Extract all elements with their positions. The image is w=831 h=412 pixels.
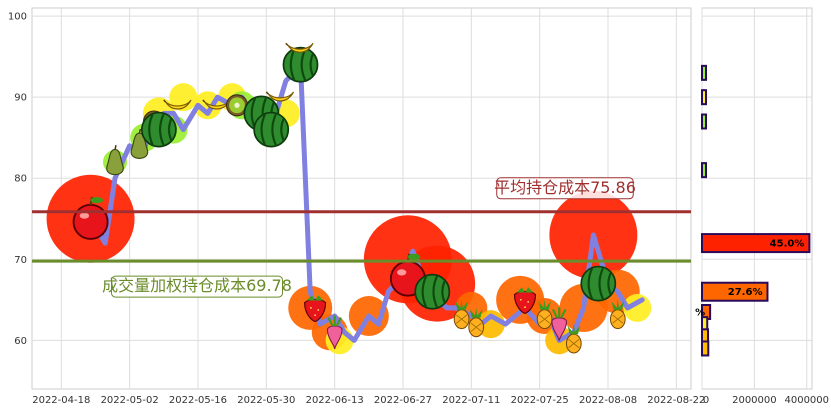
x-tick-label: 2022-06-13 (306, 395, 364, 406)
volume-bar-label: % (695, 307, 705, 318)
x-tick-label: 2022-07-11 (442, 395, 500, 406)
cost-label: 成交量加权持仓成本69.78 (102, 276, 292, 295)
x-tick-label: 2022-06-27 (374, 395, 432, 406)
volume-distribution-panel: 45.0% 27.6%% 0 2000000 4000000 (695, 7, 829, 406)
cost-line-layer: 平均持仓成本75.86 成交量加权持仓成本69.78 (32, 177, 691, 298)
watermelon-icon (282, 46, 319, 83)
watermelon-icon (140, 111, 178, 148)
cost-label-box (111, 275, 283, 298)
volume-bar-label: 45.0% (770, 239, 805, 250)
pineapple-icon (453, 298, 470, 330)
x-tick-label: 2022-04-18 (32, 395, 90, 406)
volume-bar (701, 89, 707, 106)
volume-bar (701, 281, 769, 302)
watermelon-icon (414, 273, 451, 310)
x-tick-labels: 2022-04-18 2022-05-02 2022-05-16 2022-05-30… (32, 395, 705, 406)
volume-plot-background (701, 7, 813, 390)
pineapple-icon (536, 298, 553, 330)
x-tick-label: 2022-05-30 (237, 395, 295, 406)
y-tick-label: 80 (14, 174, 27, 185)
x-tick-label: 2022-05-02 (101, 395, 159, 406)
x-tick-label: 2022-05-16 (169, 395, 227, 406)
volume-x-tick-label: 0 (703, 395, 709, 406)
volume-bar-label: 27.6% (728, 287, 763, 298)
volume-bars: 45.0% 27.6%% (695, 64, 811, 357)
x-tick-label: 2022-08-08 (579, 395, 637, 406)
x-tick-label: 2022-08-22 (647, 395, 705, 406)
main-content: 平均持仓成本75.86 成交量加权持仓成本69.78 (32, 42, 691, 355)
cost-label-box (496, 177, 634, 200)
y-tick-label: 70 (14, 255, 27, 266)
volume-x-tick-labels: 0 2000000 4000000 (703, 395, 829, 406)
pineapple-icon (468, 306, 485, 338)
main-plot: 平均持仓成本75.86 成交量加权持仓成本69.78 60 70 80 90 100 20… (8, 7, 705, 406)
volume-bar (701, 162, 707, 179)
y-tick-label: 60 (14, 336, 27, 347)
volume-bar (701, 64, 707, 81)
watermelon-icon (580, 265, 617, 302)
watermelon-icon (253, 111, 290, 148)
y-tick-labels: 60 70 80 90 100 (8, 12, 27, 347)
volume-x-tick-label: 4000000 (784, 395, 829, 406)
y-tick-label: 100 (8, 12, 27, 23)
volume-bar (701, 340, 710, 357)
cost-label: 平均持仓成本75.86 (494, 178, 636, 197)
pineapple-icon (609, 298, 626, 330)
volume-bar (701, 113, 707, 130)
y-tick-label: 90 (14, 93, 27, 104)
volume-x-tick-label: 2000000 (732, 395, 777, 406)
pineapple-icon (565, 323, 582, 354)
x-tick-label: 2022-07-25 (511, 395, 569, 406)
volume-bar (701, 233, 811, 254)
volume-bubble (169, 83, 198, 112)
